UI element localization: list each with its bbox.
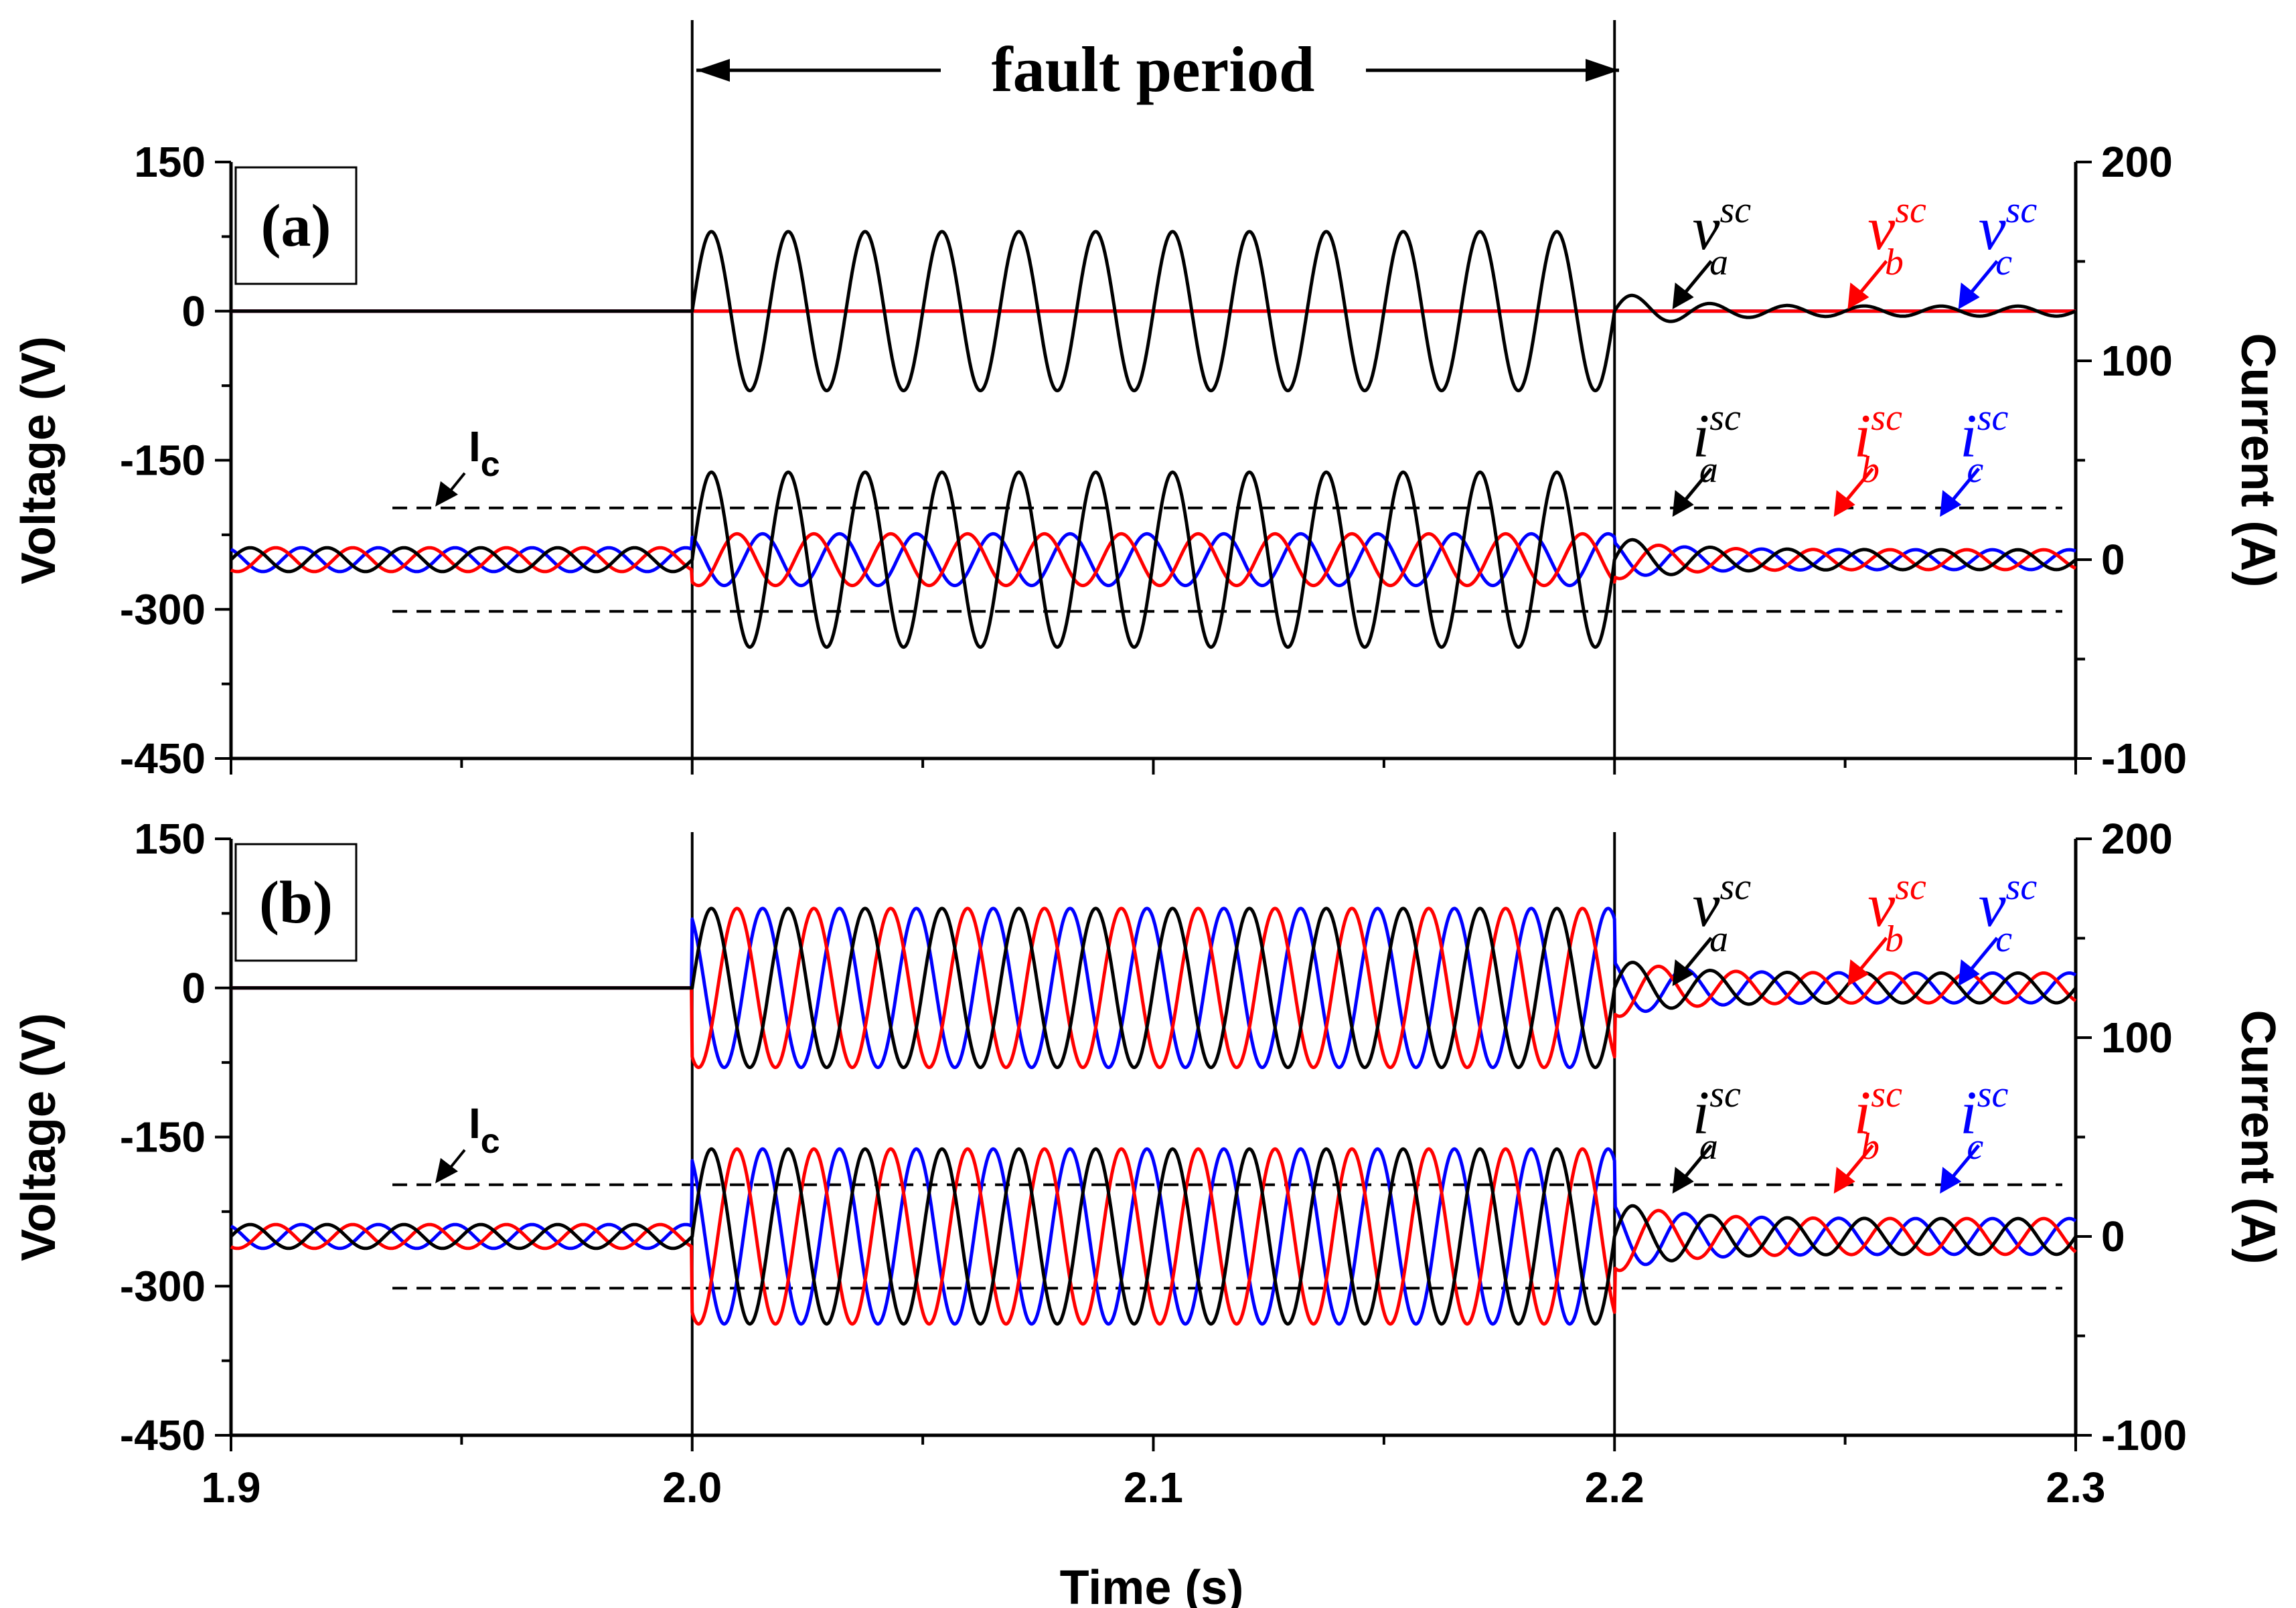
current-label-a: isca [1672, 397, 1741, 517]
current-label-arrowhead [1672, 1167, 1694, 1194]
current-label-arrowhead [1940, 1167, 1962, 1194]
current-label-text: isc c [1960, 1074, 2008, 1168]
voltage-series-a [230, 906, 2077, 1069]
voltage-label-text: vsc c [1979, 866, 2038, 960]
y-axis-title-right: Current (A) [2231, 1010, 2285, 1265]
chart-layer: 150 0 -150 -300 -450 200 100 0 -100 Voltage (V) Cu… [12, 20, 2285, 1512]
x-tick-label: 2.1 [1124, 1463, 1183, 1512]
panel-a: 150 0 -150 -300 -450 200 100 0 -100 Voltage (V) Cu… [12, 20, 2285, 783]
y-tick-label-right: 100 [2101, 1014, 2173, 1062]
voltage-label-a: vsc a [1672, 189, 1752, 309]
current-label-b: iscb [1833, 397, 1902, 517]
voltage-label-c: vsc c [1958, 866, 2038, 986]
voltage-label-arrowhead [1847, 283, 1869, 309]
y-tick-label-left: 0 [181, 287, 206, 335]
y-tick-label-left: 0 [181, 964, 206, 1012]
voltage-label-b: vsc b [1847, 189, 1926, 309]
y-tick-label-left: -150 [120, 1113, 206, 1161]
y-tick-label-left: -450 [120, 1411, 206, 1459]
y-tick-label-left: -300 [120, 1262, 206, 1310]
fault-period-arrowhead-right [1586, 59, 1619, 82]
voltage-label-arrowhead [1958, 283, 1980, 309]
current-label-text: iscb [1854, 1074, 1902, 1168]
y-tick-label-left: -300 [120, 585, 206, 633]
panel-b: 150 0 -150 -300 -450 200 100 0 -100 1.9 2.0 2.1 2.2 2… [12, 815, 2285, 1512]
y-tick-label-right: -100 [2101, 1411, 2187, 1459]
x-tick-label: 2.2 [1585, 1463, 1644, 1512]
y-tick-label-left: -150 [120, 436, 206, 485]
current-series-a [230, 470, 2077, 649]
y-tick-label-right: 200 [2101, 138, 2173, 186]
voltage-label-text: vsc b [1867, 189, 1926, 283]
voltage-label-c: vsc c [1958, 189, 2038, 309]
y-tick-label-right: 0 [2101, 1212, 2125, 1261]
y-tick-label-right: 200 [2101, 815, 2173, 863]
y-tick-label-left: 150 [134, 815, 206, 863]
current-limit-arrowhead [435, 1157, 458, 1184]
fault-period-header: fault period [696, 33, 1619, 105]
voltage-label-arrowhead [1958, 959, 1980, 986]
current-label-a: isca [1672, 1074, 1741, 1194]
voltage-label-text: vsc c [1979, 189, 2038, 283]
voltage-label-text: vsc a [1693, 189, 1752, 283]
panel-label: (b) [259, 870, 333, 936]
current-label-arrowhead [1833, 490, 1855, 517]
y-axis-title-left: Voltage (V) [12, 1013, 66, 1261]
fault-period-arrowhead-left [696, 59, 730, 82]
current-label-arrowhead [1672, 490, 1694, 517]
panel-label: (a) [261, 193, 331, 259]
panel-label-box [234, 843, 358, 962]
x-tick-label: 1.9 [202, 1463, 261, 1512]
current-series-b [230, 1147, 2077, 1326]
current-series-a [230, 1147, 2078, 1326]
fault-period-label: fault period [992, 33, 1315, 105]
x-axis-title: Time (s) [1060, 1561, 1244, 1608]
y-tick-label-left: -450 [120, 734, 206, 783]
voltage-label-arrowhead [1672, 283, 1694, 309]
current-label-text: iscb [1854, 397, 1902, 491]
panel-label-box [234, 166, 358, 285]
current-label-text: isca [1693, 1074, 1741, 1168]
current-series-b [230, 532, 2077, 588]
current-limit-label: Ic [469, 1099, 500, 1161]
current-series-c [230, 1147, 2077, 1326]
current-series-c [230, 532, 2077, 588]
y-axis-title-right: Current (A) [2231, 333, 2285, 588]
voltage-label-arrowhead [1847, 959, 1869, 986]
y-tick-label-left: 150 [134, 138, 206, 186]
current-label-text: isc c [1960, 397, 2008, 491]
x-tick-label: 2.0 [662, 1463, 722, 1512]
voltage-label-arrowhead [1672, 959, 1694, 986]
current-label-text: isca [1693, 397, 1741, 491]
voltage-label-text: vsc b [1867, 866, 1926, 960]
voltage-series-a [230, 230, 2077, 392]
current-limit-label: Ic [469, 422, 500, 484]
y-tick-label-right: -100 [2101, 734, 2187, 783]
current-label-c: isc c [1940, 1074, 2009, 1194]
y-tick-label-right: 100 [2101, 337, 2173, 385]
current-label-arrowhead [1833, 1167, 1855, 1194]
current-limit-arrowhead [435, 481, 458, 507]
voltage-label-a: vsc a [1672, 866, 1752, 986]
voltage-label-b: vsc b [1847, 866, 1926, 986]
current-label-b: iscb [1833, 1074, 1902, 1194]
y-axis-title-left: Voltage (V) [12, 336, 66, 584]
voltage-label-text: vsc a [1693, 866, 1752, 960]
y-tick-label-right: 0 [2101, 536, 2125, 584]
current-label-arrowhead [1940, 490, 1962, 517]
x-tick-label: 2.3 [2046, 1463, 2106, 1512]
current-label-c: isc c [1940, 397, 2009, 517]
